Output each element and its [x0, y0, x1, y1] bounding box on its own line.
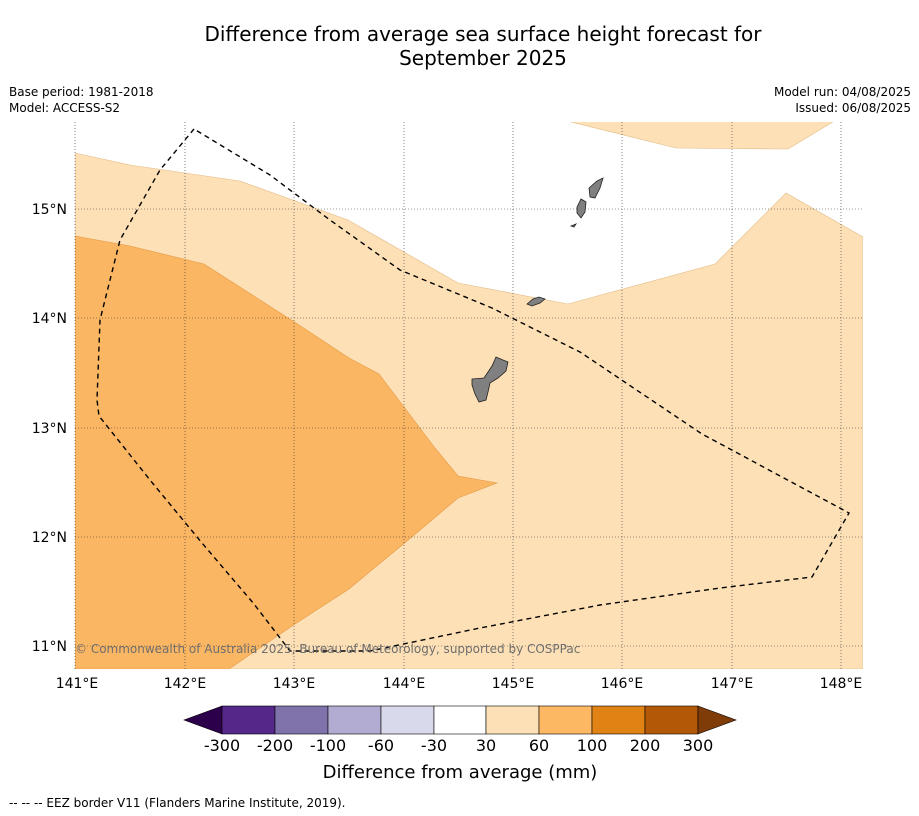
colorbar-segment: [221, 705, 276, 735]
lat-label: 14°N: [32, 311, 67, 327]
lon-label: 144°E: [383, 676, 426, 692]
colorbar-segment: [591, 705, 646, 735]
lon-label: 147°E: [711, 676, 754, 692]
model-run: Model run: 04/08/2025: [773, 85, 911, 99]
map-plot-area: [75, 122, 863, 669]
lon-labels: 141°E 142°E 143°E 144°E 145°E 146°E 147°…: [56, 676, 863, 692]
lon-label: 142°E: [164, 676, 207, 692]
colorbar-max-extend: [697, 705, 737, 735]
model-name: Model: ACCESS-S2: [9, 101, 121, 115]
colorbar-segment: [433, 705, 487, 735]
colorbar-title: Difference from average (mm): [323, 762, 598, 783]
lon-label: 146°E: [601, 676, 644, 692]
gridlines: [74, 122, 863, 669]
colorbar-tick: -100: [310, 736, 346, 755]
lon-label: 143°E: [273, 676, 316, 692]
tinian-island: [576, 198, 587, 219]
colorbar-segment: [327, 705, 382, 735]
rota-island: [526, 296, 546, 307]
map-title-line1: Difference from average sea surface heig…: [204, 22, 762, 46]
colorbar-segment: [274, 705, 329, 735]
lat-label: 12°N: [32, 530, 67, 546]
colorbar-tick: 300: [683, 736, 714, 755]
saipan-island: [588, 177, 604, 199]
lon-label: 148°E: [820, 676, 863, 692]
map-title-line2: September 2025: [399, 46, 567, 70]
colorbar-segment: [485, 705, 540, 735]
meta-left: Base period: 1981-2018 Model: ACCESS-S2: [9, 84, 154, 116]
lon-label: 141°E: [56, 676, 99, 692]
eez-legend-note: -- -- -- EEZ border V11 (Flanders Marine…: [9, 796, 346, 810]
meta-right: Model run: 04/08/2025 Issued: 06/08/2025: [774, 84, 911, 116]
colorbar-tick: 60: [529, 736, 549, 755]
colorbar-segment: [538, 705, 593, 735]
colorbar: -300 -200 -100 -60 -30 30 60 100 200 300…: [183, 705, 737, 783]
colorbar-min-extend: [183, 705, 223, 735]
colorbar-segment: [380, 705, 435, 735]
lat-label: 11°N: [32, 639, 67, 655]
colorbar-tick: -200: [257, 736, 293, 755]
lat-label: 13°N: [32, 421, 67, 437]
lon-label: 145°E: [492, 676, 535, 692]
map-title: Difference from average sea surface heig…: [0, 22, 919, 70]
colorbar-tick: 30: [476, 736, 496, 755]
colorbar-tick: -60: [368, 736, 394, 755]
lat-label: 15°N: [32, 202, 67, 218]
colorbar-segment: [644, 705, 699, 735]
colorbar-tick: 200: [630, 736, 661, 755]
anomaly-band-30-60-north: [569, 122, 834, 150]
aguijan-island: [569, 223, 578, 228]
base-period: Base period: 1981-2018: [9, 85, 154, 99]
colorbar-tick: -30: [421, 736, 447, 755]
anomaly-band-60-100: [75, 235, 499, 669]
islands: [471, 177, 604, 403]
colorbar-tick: 100: [577, 736, 608, 755]
lat-labels: 15°N 14°N 13°N 12°N 11°N: [32, 202, 67, 655]
issued-date: Issued: 06/08/2025: [795, 101, 911, 115]
guam-island: [471, 356, 509, 403]
colorbar-tick: -300: [204, 736, 240, 755]
copyright-text: © Commonwealth of Australia 2025, Bureau…: [75, 642, 580, 656]
